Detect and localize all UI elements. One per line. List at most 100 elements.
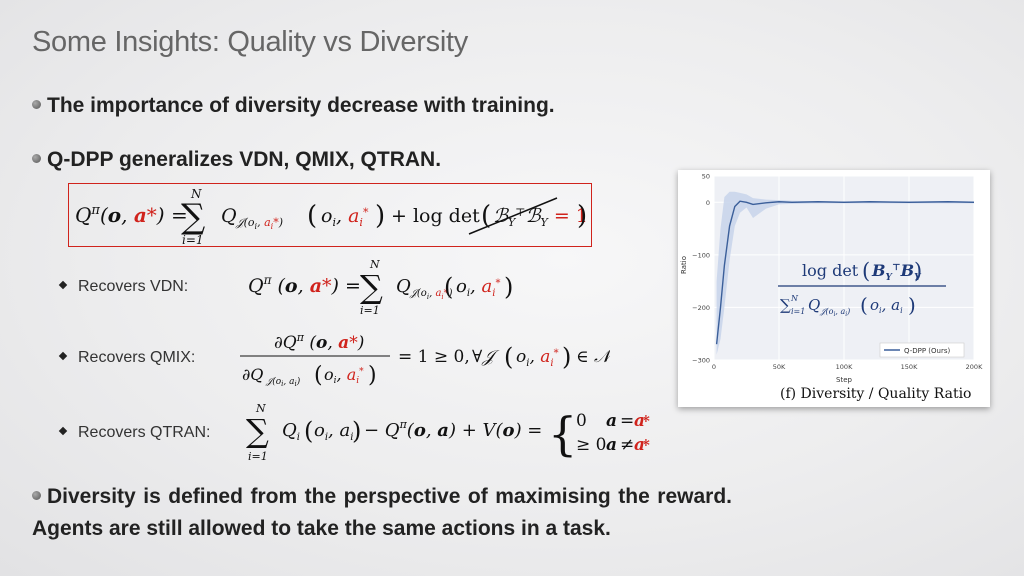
svg-text:+ log det: + log det <box>391 205 480 227</box>
svg-text:): ) <box>504 273 513 301</box>
svg-text:a: a <box>634 435 645 455</box>
svg-text:a: a <box>634 411 645 431</box>
diamond-bullet-icon <box>58 426 68 436</box>
svg-text:= 1 ≥ 0,: = 1 ≥ 0, <box>398 347 470 367</box>
svg-text:∈ 𝒩: ∈ 𝒩 <box>576 347 610 367</box>
ratio-overlay-formula: log det ( BY⊤BY ) ∑ i=1 N Q 𝒥(oi, ai) ( … <box>778 259 946 318</box>
svg-text:(: ( <box>862 259 870 283</box>
svg-text:≠: ≠ <box>620 435 634 455</box>
legend-label: Q-DPP (Ours) <box>904 347 950 355</box>
sub-item-qtran: Recovers QTRAN: <box>58 424 211 442</box>
svg-text:Qi: Qi <box>282 420 300 443</box>
x-tick-label: 150K <box>901 363 918 371</box>
strikethrough-line <box>468 197 558 235</box>
svg-text:𝒥(oi, ai*): 𝒥(oi, ai*) <box>235 216 283 231</box>
bullet-generalizes: Q-DPP generalizes VDN, QMIX, QTRAN. <box>32 148 441 172</box>
y-tick-label: −300 <box>692 357 710 365</box>
y-tick-label: −100 <box>692 251 710 259</box>
svg-text:i=1: i=1 <box>248 450 268 463</box>
y-axis-label: Ratio <box>680 256 688 274</box>
svg-text:oi, ai*: oi, ai* <box>516 347 559 369</box>
svg-text:i=1: i=1 <box>360 304 380 317</box>
series-line-q-dpp <box>715 200 975 345</box>
svg-text:(: ( <box>860 293 868 317</box>
svg-text:ℬY⊤ℬY = 1: ℬY⊤ℬY = 1 <box>493 205 588 229</box>
svg-text:oi, ai*: oi, ai* <box>324 365 364 386</box>
figure-caption: (f) Diversity / Quality Ratio <box>780 386 971 402</box>
svg-text:*: * <box>644 412 650 430</box>
svg-text:): ) <box>368 363 377 388</box>
bullet-diversity-definition: Diversity is defined from the perspectiv… <box>32 481 732 545</box>
bullet-text: Diversity is defined from the perspectiv… <box>32 485 732 540</box>
diamond-bullet-icon <box>58 351 68 361</box>
svg-text:Q: Q <box>221 205 237 227</box>
svg-text:i=1: i=1 <box>791 307 805 316</box>
confidence-band <box>716 191 974 355</box>
svg-text:N: N <box>190 187 202 201</box>
vdn-equation: Qπ (o, a*) = N ∑ i=1 Q 𝒥(oi, ai*) ( oi, … <box>248 258 513 317</box>
bullet-icon <box>32 153 41 163</box>
main-equation-box: Qπ(o, a*) = N ∑ i=1 Q 𝒥(oi, ai*) ( oi, a… <box>68 183 592 247</box>
qtran-equation-stars: * * <box>644 412 650 454</box>
ratio-figure: Ratio Step 50 0 −100 −200 −300 0 50K 100K 150K 20… <box>678 170 990 407</box>
svg-text:(: ( <box>307 201 317 231</box>
y-tick-label: 0 <box>706 199 710 207</box>
y-tick-label: −200 <box>692 304 710 312</box>
svg-text:): ) <box>375 201 385 231</box>
svg-text:− Qπ(o, a) + V(o) =: − Qπ(o, a) + V(o) = <box>364 418 542 441</box>
svg-text:): ) <box>908 293 916 317</box>
svg-text:): ) <box>352 417 361 445</box>
svg-text:N: N <box>369 258 380 271</box>
svg-text:): ) <box>562 343 571 371</box>
slide-title: Some Insights: Quality vs Diversity <box>32 26 468 58</box>
sub-item-label: Recovers QMIX: <box>78 349 196 366</box>
bullet-icon <box>32 99 41 109</box>
y-tick-label: 50 <box>702 173 710 181</box>
x-tick-label: 50K <box>773 363 786 371</box>
qtran-equation: N ∑ i=1 Qi ( oi, ai ) − Qπ(o, a) + V(o) … <box>246 402 645 463</box>
bullet-icon <box>32 490 41 500</box>
svg-text:(: ( <box>304 417 313 445</box>
svg-text:(: ( <box>504 343 513 371</box>
svg-text:i=1: i=1 <box>182 233 204 247</box>
svg-text:𝒥(oi, ai): 𝒥(oi, ai) <box>819 307 850 318</box>
svg-text:N: N <box>255 402 266 415</box>
sub-item-qmix: Recovers QMIX: <box>58 349 196 367</box>
svg-text:∑: ∑ <box>181 197 205 237</box>
svg-text:∑: ∑ <box>360 268 383 306</box>
svg-text:N: N <box>790 294 799 303</box>
svg-text:(: ( <box>481 201 491 231</box>
svg-text:): ) <box>577 201 587 231</box>
svg-text:log det: log det <box>802 261 859 280</box>
svg-text:a: a <box>606 411 617 431</box>
x-tick-label: 200K <box>966 363 983 371</box>
qmix-equation: ∂Qπ (o, a*) ∂Q 𝒥(oi, ai) ( oi, ai* ) = 1… <box>240 331 610 388</box>
svg-text:oi, ai: oi, ai <box>314 420 353 443</box>
svg-text:0: 0 <box>576 411 587 431</box>
svg-text:∑: ∑ <box>780 296 791 314</box>
svg-text:Q: Q <box>808 296 820 314</box>
legend-box <box>879 342 965 358</box>
svg-text:𝒥(oi, ai): 𝒥(oi, ai) <box>265 376 301 388</box>
svg-text:=: = <box>620 411 634 431</box>
svg-text:oi, ai*: oi, ai* <box>321 205 369 229</box>
bullet-text: The importance of diversity decrease wit… <box>47 94 555 117</box>
svg-text:∂Qπ (o, a*): ∂Qπ (o, a*) <box>274 331 364 353</box>
svg-text:oi, ai*: oi, ai* <box>456 276 500 299</box>
diamond-bullet-icon <box>58 280 68 290</box>
sub-item-label: Recovers QTRAN: <box>78 424 211 441</box>
bullet-text: Q-DPP generalizes VDN, QMIX, QTRAN. <box>47 148 442 171</box>
svg-text:(: ( <box>314 363 323 388</box>
svg-text:∀𝒥: ∀𝒥 <box>472 347 500 367</box>
sub-item-vdn: Recovers VDN: <box>58 278 189 296</box>
x-axis-label: Step <box>836 376 852 384</box>
sub-item-label: Recovers VDN: <box>78 278 189 295</box>
svg-text:): ) <box>914 259 922 283</box>
svg-text:(: ( <box>444 273 453 301</box>
svg-text:Qπ(o, a*) =: Qπ(o, a*) = <box>75 203 188 227</box>
svg-text:BY⊤BY: BY⊤BY <box>871 261 922 283</box>
svg-text:∑: ∑ <box>246 412 269 450</box>
svg-text:≥ 0: ≥ 0 <box>576 435 606 455</box>
svg-text:{: { <box>548 407 577 461</box>
